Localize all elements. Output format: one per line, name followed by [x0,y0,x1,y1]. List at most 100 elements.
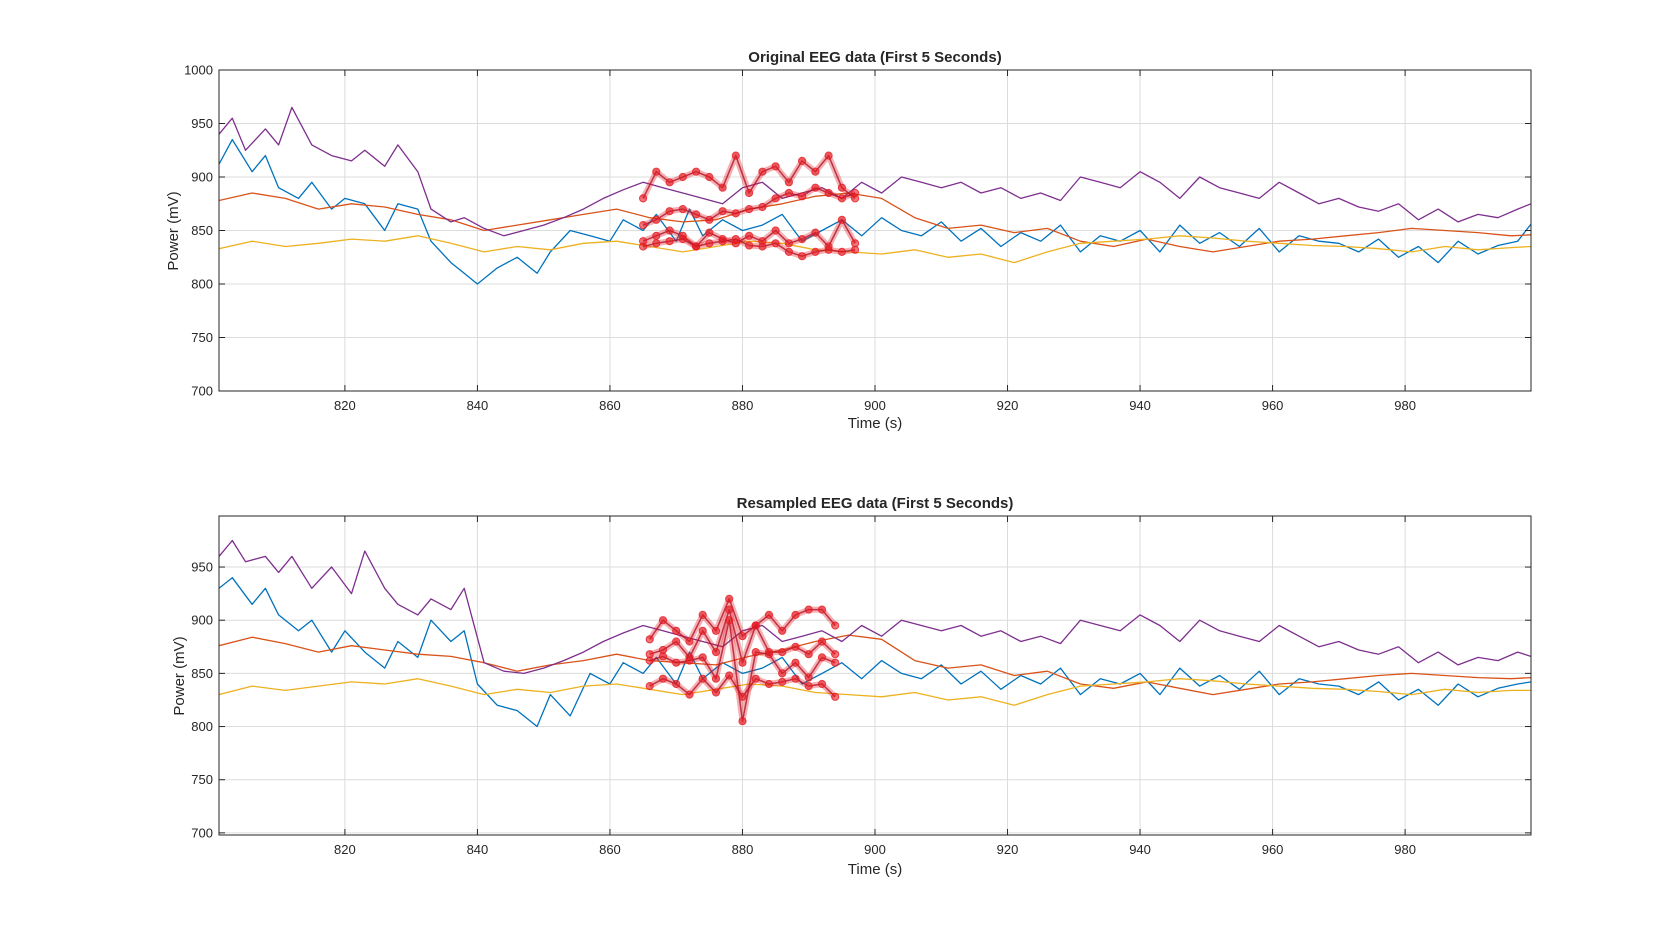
x-tick-label: 840 [467,398,489,413]
x-tick-label: 820 [334,398,356,413]
x-tick-label: 920 [997,842,1019,857]
series-line-channel-4 [219,106,1531,237]
x-tick-label: 900 [864,398,886,413]
highlight-marker [665,178,674,187]
highlight-marker [784,239,794,248]
x-tick-label: 880 [732,398,754,413]
highlight-marker [791,658,800,667]
plot-series-group [219,106,1531,285]
highlight-marker [718,183,727,192]
series-line-channel-1 [219,577,1531,728]
highlight-marker [665,237,674,246]
highlight-marker [771,239,780,248]
highlight-marker [705,172,714,182]
x-tick-label: 840 [467,842,489,857]
highlight-marker [731,235,740,244]
highlight-marker [652,231,661,240]
highlight-marker [639,242,648,251]
highlight-marker [758,242,767,251]
highlight-marker [738,632,747,641]
highlight-marker [698,610,707,620]
highlight-marker [745,205,754,214]
y-tick-label: 750 [191,330,213,345]
highlight-marker [652,215,661,224]
series-line-channel-2 [219,634,1531,696]
highlight-marker [692,210,701,219]
x-tick-label: 900 [864,842,886,857]
x-tick-label: 940 [1129,398,1151,413]
highlight-marker [831,692,840,701]
highlight-marker [824,245,833,254]
highlight-marker [837,215,847,224]
x-tick-label: 940 [1129,842,1151,857]
highlight-marker [672,637,681,646]
highlight-marker [824,188,833,198]
y-axis-label: Power (mV) [165,191,182,270]
highlight-marker [678,235,687,244]
highlight-marker [672,679,681,689]
x-tick-label: 860 [599,842,621,857]
y-tick-label: 750 [191,772,213,787]
highlight-marker [784,178,794,187]
series-line-channel-4 [219,539,1531,675]
highlight-marker [725,671,734,680]
highlight-marker [685,637,694,646]
highlight-marker [665,207,674,216]
highlight-marker [804,650,813,659]
x-tick-label: 820 [334,842,356,857]
highlight-marker [831,658,840,667]
highlight-marker [798,235,807,244]
highlight-marker [771,162,780,171]
highlight-marker [652,167,661,176]
highlight-marker [658,652,668,661]
highlight-marker [751,621,760,630]
highlight-marker [685,656,694,665]
series-line-channel-2 [219,192,1531,253]
highlight-marker [817,605,827,614]
highlight-marker [645,656,654,665]
y-tick-label: 900 [191,170,213,185]
highlight-marker [817,653,827,662]
highlight-marker [791,642,800,651]
highlight-marker [718,207,727,216]
highlight-marker [725,605,734,614]
highlight-marker [758,202,767,212]
y-tick-label: 700 [191,825,213,840]
highlight-marker [725,594,734,604]
y-tick-label: 1000 [184,63,213,78]
x-axis-label: Time (s) [848,861,902,878]
highlight-marker [778,669,787,678]
highlight-marker [824,151,833,160]
highlight-marker [817,679,827,689]
highlight-marker [711,674,721,683]
highlight-marker [837,194,847,203]
highlight-marker [771,226,780,235]
highlight-marker [711,688,721,697]
chart-title: Resampled EEG data (First 5 Seconds) [737,495,1014,512]
highlight-marker [705,239,714,248]
y-tick-label: 950 [191,560,213,575]
highlight-marker [798,192,807,201]
highlight-marker [685,690,694,699]
highlight-marker [639,221,648,230]
highlight-marker [705,215,714,224]
highlight-marker [745,188,754,198]
highlight-marker [645,635,654,644]
highlight-marker [837,183,847,192]
y-tick-label: 950 [191,116,213,131]
highlight-marker [804,682,813,691]
highlight-marker [678,172,687,182]
highlight-marker [811,183,820,192]
highlight-marker [745,231,754,240]
y-tick-label: 800 [191,719,213,734]
highlight-marker [764,650,774,659]
highlight-marker [731,151,740,160]
x-tick-label: 860 [599,398,621,413]
highlight-marker [751,674,760,683]
chart-title: Original EEG data (First 5 Seconds) [748,49,1001,66]
y-tick-label: 800 [191,277,213,292]
highlight-marker [811,228,820,237]
x-tick-label: 960 [1262,842,1284,857]
highlight-marker [705,228,714,237]
